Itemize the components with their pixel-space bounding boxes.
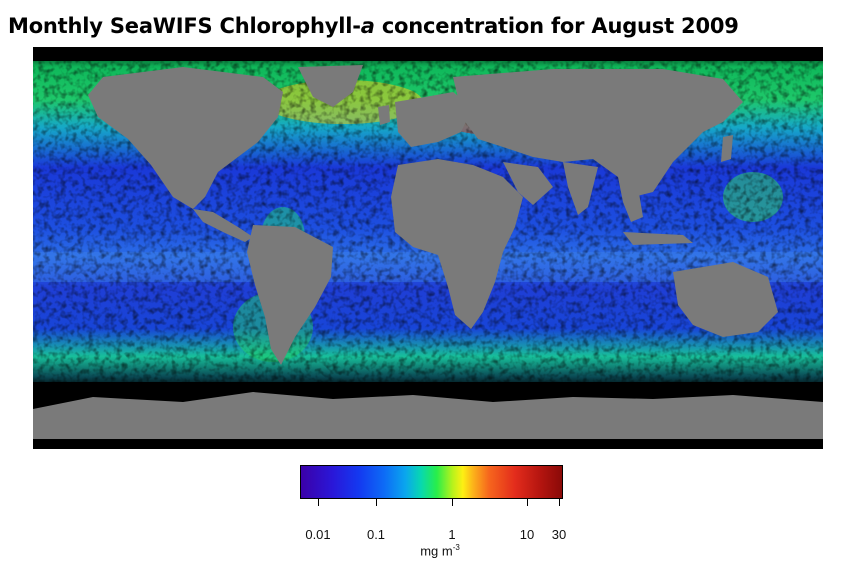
chlorophyll-map <box>33 47 823 449</box>
colorbar-tick <box>318 498 319 506</box>
colorbar-ticks <box>300 498 563 508</box>
land-masses <box>33 65 823 439</box>
colorbar-tick <box>527 498 528 506</box>
map-title: Monthly SeaWIFS Chlorophyll-a concentrat… <box>8 14 739 38</box>
colorbar-tick-label: 30 <box>551 527 567 542</box>
colorbar-tick <box>452 498 453 506</box>
colorbar-tick-label: 10 <box>519 527 535 542</box>
colorbar-tick-label: 0.01 <box>305 527 331 542</box>
colorbar-tick <box>559 498 560 506</box>
colorbar-tick-label: 0.1 <box>366 527 386 542</box>
colorbar-tick <box>376 498 377 506</box>
colorbar <box>300 465 563 499</box>
colorbar-tick-label: 1 <box>448 527 456 542</box>
colorbar-unit-label: mg m-3 <box>420 543 460 559</box>
